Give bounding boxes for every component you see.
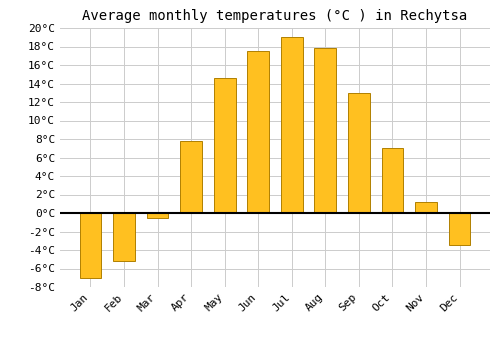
Bar (80, 213, 102, 278)
Bar (214, 78, 236, 213)
Bar (382, 148, 404, 213)
Bar (415, 202, 437, 213)
Bar (448, 213, 470, 245)
Bar (180, 141, 202, 213)
Bar (146, 213, 169, 218)
Bar (113, 213, 135, 261)
Bar (248, 51, 269, 213)
Bar (281, 37, 302, 213)
Bar (348, 93, 370, 213)
Bar (314, 48, 336, 213)
Title: Average monthly temperatures (°C ) in Rechytsa: Average monthly temperatures (°C ) in Re… (82, 9, 468, 23)
